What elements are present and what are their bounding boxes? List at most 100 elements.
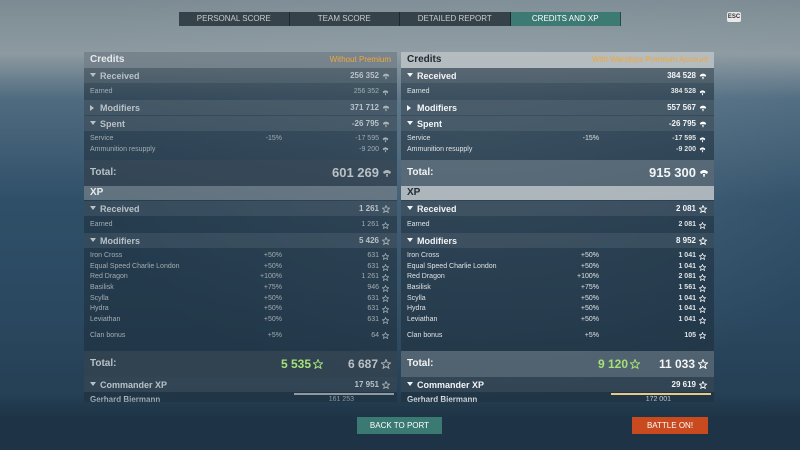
item-value: -9 200: [359, 145, 379, 153]
item-percent: +50%: [263, 294, 282, 302]
item-label: Basilisk: [407, 284, 431, 291]
item-percent: +75%: [580, 284, 599, 291]
arrow-down: [407, 238, 413, 243]
tab[interactable]: CREDITS AND XP: [510, 12, 621, 26]
item-label: Earned: [90, 88, 113, 95]
total-row: [401, 351, 714, 378]
item-value: 2 081: [678, 221, 696, 229]
esc-key[interactable]: ESC: [727, 12, 741, 22]
tab[interactable]: PERSONAL SCORE: [179, 12, 290, 26]
star-icon: [382, 253, 389, 260]
item-label: Equal Speed Charlie London: [90, 262, 180, 270]
item-percent: +50%: [263, 315, 282, 323]
section-row[interactable]: [84, 100, 397, 115]
section-row[interactable]: [84, 377, 397, 393]
item-value: -17 595: [672, 135, 696, 142]
section-header: [84, 186, 397, 201]
star-icon: [382, 381, 390, 390]
star-icon: [699, 284, 706, 292]
coin-icon: [699, 89, 706, 95]
total-row: [84, 160, 397, 187]
panel-bg: [84, 52, 397, 402]
progress-bar: [611, 393, 711, 396]
star-icon: [382, 332, 389, 340]
section-row[interactable]: [84, 233, 397, 249]
section-header: [401, 186, 714, 201]
star-icon: [699, 221, 706, 229]
item-label: Earned: [407, 221, 430, 229]
header-title: Credits: [407, 54, 442, 65]
arrow-down: [90, 73, 96, 77]
item-label: Earned: [90, 221, 113, 229]
total-row: [84, 351, 397, 378]
star-icon: [699, 332, 706, 340]
coin-icon: [382, 105, 390, 112]
arrow-right: [407, 105, 411, 111]
coin-icon: [382, 137, 389, 143]
item-value: 946: [367, 284, 379, 291]
item-percent: +75%: [263, 284, 282, 291]
total-label: Total:: [90, 167, 117, 179]
coin-icon: [699, 121, 707, 128]
star-icon: [699, 381, 707, 390]
xp-total-base: 9 120: [597, 357, 628, 372]
star-icon: [699, 237, 707, 246]
star-icon: [699, 306, 706, 313]
star-icon: [698, 359, 708, 370]
item-label: Iron Cross: [407, 252, 440, 260]
section-row[interactable]: [401, 100, 714, 115]
item-percent: +5%: [267, 332, 282, 340]
total-label: Total:: [407, 358, 434, 370]
section-value: 8 952: [675, 236, 696, 246]
section-row[interactable]: [401, 377, 714, 393]
item-label: Clan bonus: [90, 332, 126, 340]
arrow-down: [407, 382, 413, 387]
item-percent: +100%: [260, 273, 282, 281]
item-percent: -15%: [265, 135, 282, 142]
item-value: 631: [367, 294, 379, 302]
total-value: 915 300: [649, 165, 696, 181]
item-percent: +50%: [263, 252, 282, 260]
section-label: Received: [100, 204, 140, 215]
section-row[interactable]: [401, 233, 714, 249]
star-icon: [382, 237, 390, 246]
header-title: XP: [90, 187, 104, 199]
item-value: 1 041: [678, 262, 696, 270]
item-label: Earned: [407, 88, 430, 95]
section-row[interactable]: [84, 68, 397, 83]
battle-button[interactable]: BATTLE ON!: [632, 417, 708, 434]
back-to-port-button[interactable]: BACK TO PORT: [357, 417, 442, 434]
arrow-down: [90, 238, 96, 243]
item-value: 631: [367, 305, 379, 313]
section-row[interactable]: [84, 116, 397, 131]
xp-total: 11 033: [658, 357, 695, 372]
section-value: 256 352: [350, 71, 379, 80]
item-value: 1 041: [678, 294, 696, 302]
star-icon: [699, 253, 706, 260]
arrow-down: [407, 121, 413, 125]
section-value: 557 567: [667, 103, 696, 112]
coin-icon: [699, 137, 706, 143]
item-label: Scylla: [90, 294, 109, 302]
section-row[interactable]: [401, 68, 714, 83]
section-value: 1 261: [358, 204, 379, 214]
item-label: Ammunition resupply: [90, 145, 156, 153]
item-label: Basilisk: [90, 284, 114, 291]
section-row[interactable]: [84, 201, 397, 217]
tab[interactable]: TEAM SCORE: [289, 12, 400, 26]
section-label: Modifiers: [100, 103, 141, 113]
item-percent: +50%: [580, 315, 599, 323]
coin-icon: [383, 170, 391, 178]
item-label: Equal Speed Charlie London: [407, 262, 497, 270]
item-value: 1 261: [361, 221, 379, 229]
section-row[interactable]: [401, 116, 714, 131]
section-label: Received: [417, 204, 457, 215]
item-label: Service: [407, 135, 431, 142]
arrow-down: [90, 121, 96, 125]
coin-icon: [699, 73, 707, 80]
header-title: XP: [407, 187, 421, 199]
arrow-right: [90, 105, 94, 111]
section-row[interactable]: [401, 201, 714, 217]
tab[interactable]: DETAILED REPORT: [400, 12, 511, 26]
